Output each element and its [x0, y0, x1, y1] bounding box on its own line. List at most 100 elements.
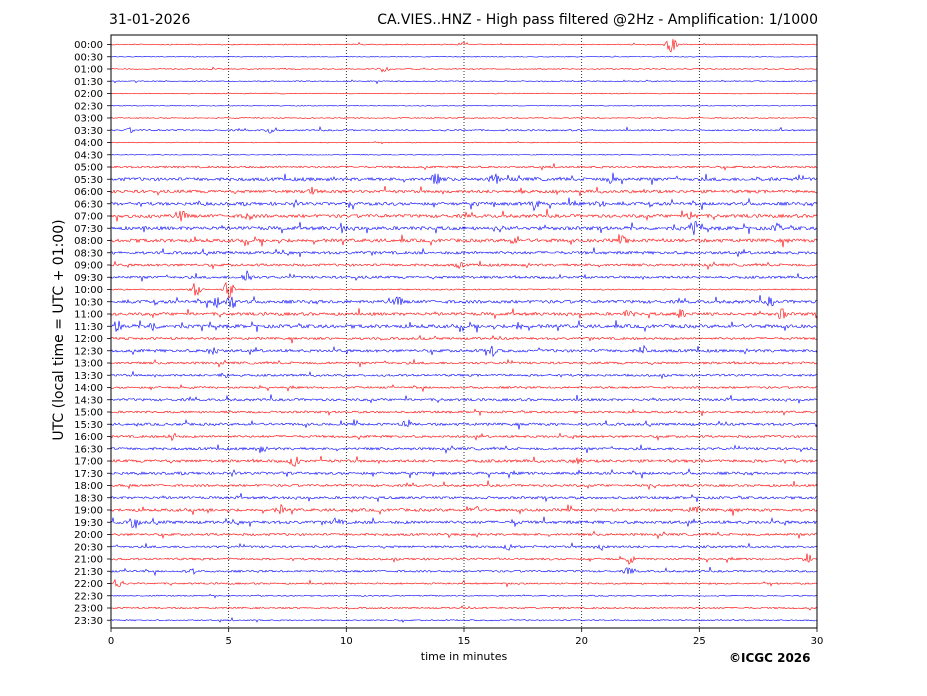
- trace-row-0900: [110, 260, 818, 271]
- copyright-label: ©ICGC 2026: [729, 651, 811, 665]
- x-axis-label: time in minutes: [420, 650, 508, 663]
- trace-row-1600: [110, 432, 818, 442]
- y-tick-label: 11:00: [74, 310, 103, 321]
- trace-row-1200: [110, 334, 818, 344]
- trace-row-1030: [110, 294, 818, 309]
- y-tick-label: 02:00: [74, 89, 103, 100]
- y-tick-label: 09:00: [74, 261, 103, 272]
- trace-row-1230: [110, 344, 818, 358]
- trace-row-1430: [110, 394, 818, 404]
- trace-row-1000: [110, 281, 818, 299]
- trace-row-0430: [110, 153, 818, 156]
- trace-row-0400: [110, 141, 818, 145]
- y-tick-label: 13:30: [74, 371, 103, 382]
- trace-row-1830: [110, 493, 818, 503]
- x-tick-label: 20: [575, 636, 588, 647]
- trace-row-1530: [110, 419, 818, 430]
- trace-row-0730: [110, 220, 818, 235]
- trace-row-2100: [111, 553, 818, 565]
- trace-row-1930: [110, 516, 818, 529]
- y-tick-label: 23:30: [74, 616, 103, 627]
- y-tick-label: 17:30: [74, 469, 103, 480]
- trace-row-0800: [110, 234, 818, 248]
- trace-row-0500: [110, 163, 818, 171]
- trace-row-1330: [110, 370, 818, 380]
- y-tick-label: 14:30: [74, 395, 103, 406]
- y-tick-label: 21:00: [74, 555, 103, 566]
- y-tick-label: 12:00: [74, 334, 103, 345]
- y-tick-label: 07:30: [74, 224, 103, 235]
- y-tick-label: 23:00: [74, 604, 103, 615]
- y-tick-label: 10:00: [74, 285, 103, 296]
- trace-row-2200: [110, 578, 818, 588]
- y-tick-label: 13:00: [74, 359, 103, 370]
- x-tick-label: 25: [693, 636, 706, 647]
- y-tick-label: 12:30: [74, 346, 103, 357]
- trace-row-2230: [110, 593, 818, 599]
- y-tick-label: 19:00: [74, 506, 103, 517]
- trace-row-0700: [110, 208, 818, 222]
- x-tick-label: 10: [340, 636, 353, 647]
- trace-row-0130: [111, 79, 818, 85]
- x-tick-label: 5: [225, 636, 231, 647]
- trace-row-1100: [110, 308, 818, 320]
- y-tick-label: 21:30: [74, 567, 103, 578]
- trace-row-1900: [110, 503, 818, 516]
- trace-row-0000: [110, 38, 818, 53]
- y-tick-label: 06:30: [74, 199, 103, 210]
- trace-row-2130: [110, 566, 817, 577]
- trace-row-1400: [110, 384, 818, 393]
- trace-row-0030: [110, 55, 818, 58]
- trace-row-2330: [111, 616, 818, 623]
- trace-row-0330: [111, 126, 818, 134]
- trace-row-0830: [111, 247, 818, 257]
- trace-row-0230: [110, 104, 818, 107]
- y-tick-label: 15:30: [74, 420, 103, 431]
- trace-row-1800: [110, 480, 818, 491]
- trace-row-0300: [110, 116, 818, 119]
- trace-row-1300: [110, 358, 818, 368]
- y-tick-label: 09:30: [74, 273, 103, 284]
- y-tick-label: 22:00: [74, 579, 103, 590]
- trace-row-0200: [110, 92, 818, 95]
- y-tick-label: 10:30: [74, 297, 103, 308]
- y-tick-label: 14:00: [74, 383, 103, 394]
- grid-layer: [228, 35, 700, 628]
- y-tick-label: 16:30: [74, 444, 103, 455]
- trace-row-2300: [110, 605, 818, 611]
- x-tick-label: 15: [458, 636, 471, 647]
- y-tick-label: 01:30: [74, 77, 103, 88]
- y-tick-label: 11:30: [74, 322, 103, 333]
- y-tick-label: 07:00: [74, 212, 103, 223]
- y-tick-label: 02:30: [74, 101, 103, 112]
- trace-row-1130: [110, 320, 818, 333]
- trace-row-0930: [110, 270, 818, 282]
- chart-title: CA.VIES..HNZ - High pass filtered @2Hz -…: [377, 12, 818, 28]
- x-tick-label: 30: [811, 636, 824, 647]
- trace-row-1500: [110, 408, 818, 417]
- x-tick-layer: 0 5 10 15 20 25 30: [108, 628, 824, 647]
- trace-row-1700: [110, 455, 818, 467]
- y-tick-label: 01:00: [74, 65, 103, 76]
- y-tick-label: 06:00: [74, 187, 103, 198]
- trace-row-0600: [110, 186, 818, 196]
- y-tick-label: 05:00: [74, 163, 103, 174]
- trace-row-0630: [110, 197, 818, 212]
- y-tick-label: 22:30: [74, 591, 103, 602]
- trace-row-1730: [110, 467, 818, 479]
- y-tick-label: 04:30: [74, 150, 103, 161]
- y-tick-label: 00:30: [74, 52, 103, 63]
- trace-row-2030: [110, 542, 818, 552]
- trace-layer: [110, 38, 818, 623]
- y-tick-label: 18:30: [74, 493, 103, 504]
- y-tick-label: 00:00: [74, 40, 103, 51]
- y-tick-label: 08:30: [74, 248, 103, 259]
- y-tick-label: 18:00: [74, 481, 103, 492]
- trace-row-0100: [110, 66, 818, 73]
- y-tick-label: 19:30: [74, 518, 103, 529]
- y-tick-label: 05:30: [74, 175, 103, 186]
- x-tick-label: 0: [108, 636, 114, 647]
- y-tick-label: 03:30: [74, 126, 103, 137]
